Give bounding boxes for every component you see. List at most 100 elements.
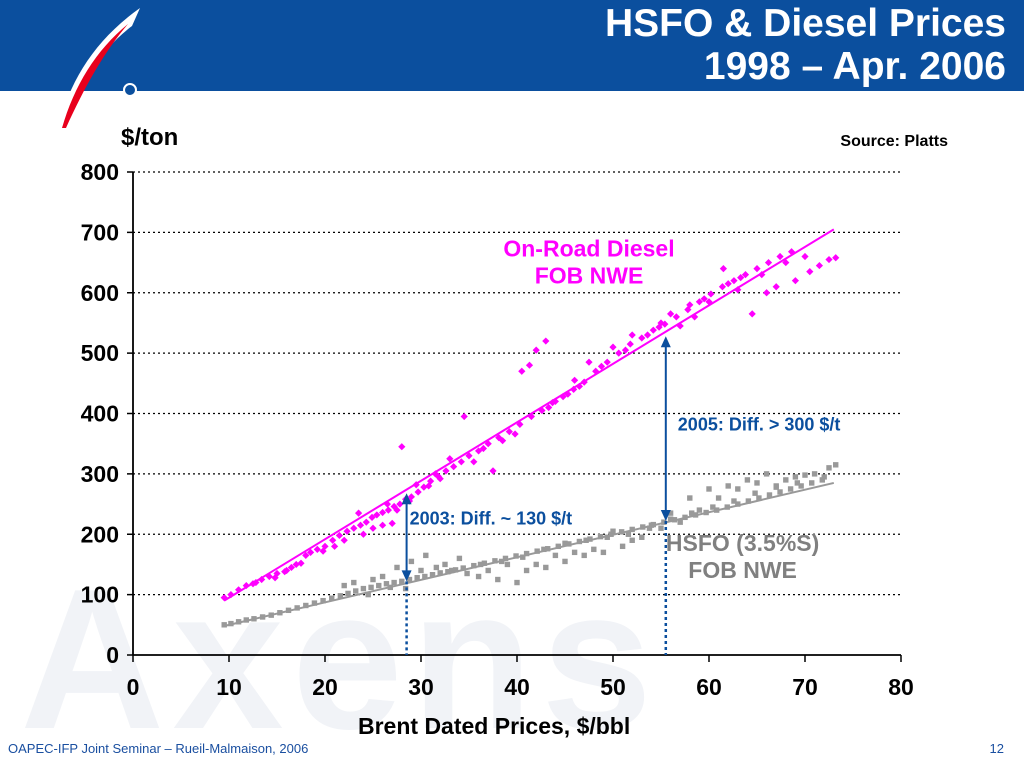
diesel-point <box>442 467 450 475</box>
x-tick-label: 80 <box>888 674 914 700</box>
title-line-1: HSFO & Diesel Prices <box>604 2 1006 45</box>
hsfo-point <box>677 519 683 525</box>
hsfo-point <box>639 534 645 540</box>
hsfo-point <box>696 507 703 513</box>
hsfo-point <box>376 582 382 589</box>
hsfo-point <box>545 546 551 552</box>
hsfo-point <box>692 512 699 518</box>
diesel-point <box>730 277 738 285</box>
diesel-point <box>479 444 487 453</box>
watermark-text: Axens <box>20 548 661 771</box>
diesel-point <box>350 524 358 532</box>
diesel-point <box>379 508 387 517</box>
diesel-point <box>700 295 708 303</box>
diesel-point <box>741 271 750 279</box>
hsfo-point <box>391 579 397 586</box>
diesel-point <box>603 358 611 366</box>
hsfo-point <box>337 593 344 599</box>
hsfo-point <box>360 585 367 592</box>
hsfo-point <box>341 582 347 589</box>
diesel-point <box>649 326 657 334</box>
hsfo-point <box>492 558 498 564</box>
diesel-point <box>801 252 809 261</box>
x-tick-label: 0 <box>127 674 140 700</box>
diesel-point <box>431 470 439 478</box>
hsfo-point <box>351 579 357 586</box>
diesel-point <box>252 578 260 587</box>
diesel-point <box>806 268 814 276</box>
hsfo-point <box>456 555 463 562</box>
diesel-point <box>373 511 381 519</box>
hsfo-point <box>485 567 491 574</box>
diesel-point <box>292 560 300 569</box>
hsfo-point <box>481 560 488 566</box>
x-tick-label: 20 <box>312 674 338 700</box>
x-tick-label: 30 <box>408 674 434 700</box>
diesel-point <box>329 536 337 544</box>
hsfo-point <box>277 610 283 616</box>
diesel-point <box>667 310 675 318</box>
diesel-point <box>383 500 391 508</box>
diesel-point <box>532 346 540 354</box>
diesel-point <box>661 320 669 328</box>
y-axis-unit-label: $/ton <box>121 124 179 151</box>
diesel-point <box>412 481 420 489</box>
diesel-point <box>570 385 578 393</box>
hsfo-point <box>671 517 678 523</box>
diesel-point <box>684 306 692 314</box>
hsfo-point <box>566 541 572 547</box>
hsfo-point <box>576 538 583 545</box>
hsfo-point <box>514 579 520 586</box>
hsfo-point <box>414 575 420 581</box>
hsfo-point <box>661 519 667 525</box>
arrow-head-down <box>401 570 412 582</box>
diesel-point <box>705 298 713 306</box>
diesel-point <box>388 519 396 527</box>
diesel-point <box>763 289 771 297</box>
diesel-point <box>414 488 422 496</box>
diesel-point <box>450 463 458 471</box>
diesel-point <box>825 255 833 264</box>
hsfo-point <box>600 549 607 556</box>
hsfo-point <box>766 492 773 498</box>
hsfo-point <box>423 552 429 559</box>
hsfo-point <box>379 573 386 580</box>
diesel-point <box>368 513 376 521</box>
hsfo-point <box>399 578 405 585</box>
hsfo-point <box>268 612 274 618</box>
hsfo-point <box>618 529 625 535</box>
diesel-point <box>369 524 377 532</box>
diesel-point <box>425 482 433 490</box>
hsfo-point <box>221 622 227 628</box>
diesel-point <box>621 346 630 354</box>
hsfo-point <box>787 486 794 492</box>
hsfo-point <box>571 549 578 556</box>
diesel-point <box>340 536 348 544</box>
arrow-head-down <box>660 509 671 521</box>
diesel-point <box>516 420 524 428</box>
hsfo-point <box>581 552 587 559</box>
hsfo-point <box>619 543 626 550</box>
hsfo-point <box>591 546 597 553</box>
hsfo-point <box>710 504 716 510</box>
diesel-point <box>615 349 623 357</box>
hsfo-point <box>658 525 664 531</box>
y-tick-label: 700 <box>81 219 119 245</box>
hsfo-point <box>731 498 737 504</box>
hsfo-point <box>809 480 815 486</box>
hsfo-point <box>763 471 770 477</box>
hsfo-point <box>629 526 635 533</box>
title-bar <box>0 0 1024 91</box>
y-tick-label: 200 <box>81 521 119 547</box>
diesel-point <box>465 452 473 460</box>
hsfo-point <box>523 567 530 574</box>
annotation-label: 2005: Diff. > 300 $/t <box>678 414 841 434</box>
hsfo-point <box>445 568 451 575</box>
hsfo-point <box>610 528 616 534</box>
diesel-point <box>297 559 305 567</box>
diesel-point <box>242 581 250 590</box>
diesel-point <box>551 397 559 406</box>
hsfo-point <box>523 550 530 557</box>
diesel-point <box>434 472 442 480</box>
